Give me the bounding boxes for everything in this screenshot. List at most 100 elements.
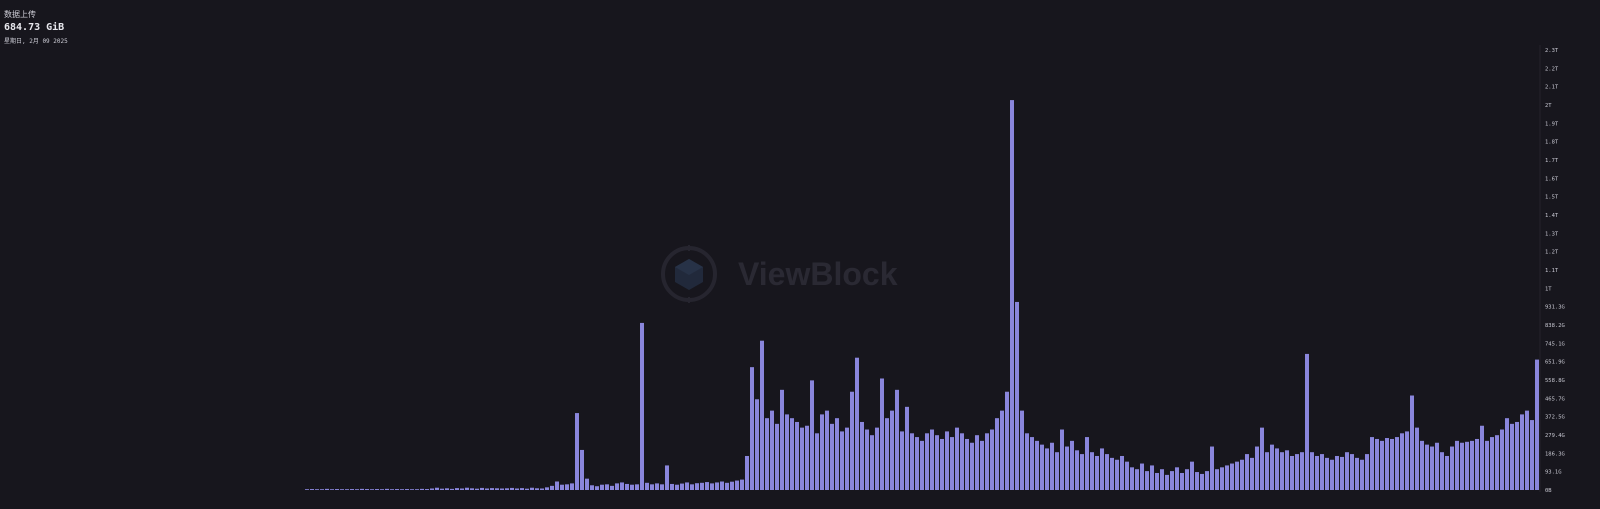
bar[interactable] (1380, 440, 1384, 490)
bar[interactable] (1120, 455, 1124, 490)
bar[interactable] (1400, 433, 1404, 490)
bar[interactable] (1145, 471, 1149, 490)
bar[interactable] (1535, 359, 1539, 490)
bar[interactable] (650, 484, 654, 490)
bar[interactable] (950, 437, 954, 490)
bar[interactable] (555, 481, 559, 490)
bar[interactable] (670, 483, 674, 490)
bar[interactable] (775, 423, 779, 490)
bar[interactable] (360, 488, 364, 490)
bar[interactable] (1240, 459, 1244, 490)
bar[interactable] (1465, 441, 1469, 490)
bar[interactable] (405, 489, 409, 490)
bar[interactable] (1040, 444, 1044, 490)
bar[interactable] (1020, 410, 1024, 490)
bar[interactable] (400, 489, 404, 490)
bar[interactable] (1385, 438, 1389, 490)
bar[interactable] (640, 322, 644, 490)
bar[interactable] (1225, 465, 1229, 490)
bar[interactable] (475, 488, 479, 490)
bar[interactable] (595, 486, 599, 490)
bar[interactable] (800, 427, 804, 490)
bar[interactable] (1340, 456, 1344, 490)
bar[interactable] (900, 431, 904, 490)
bar[interactable] (1470, 440, 1474, 490)
bar[interactable] (1305, 353, 1309, 490)
bar[interactable] (1350, 454, 1354, 490)
bar[interactable] (610, 485, 614, 490)
bar[interactable] (480, 487, 484, 490)
bar[interactable] (505, 488, 509, 490)
bar[interactable] (1360, 459, 1364, 490)
bar[interactable] (445, 488, 449, 490)
bar[interactable] (615, 483, 619, 490)
bar[interactable] (325, 488, 329, 490)
bar[interactable] (1420, 440, 1424, 490)
bar[interactable] (1045, 448, 1049, 490)
bar[interactable] (380, 489, 384, 490)
bar[interactable] (1075, 450, 1079, 490)
bar[interactable] (460, 488, 464, 490)
bar[interactable] (440, 488, 444, 490)
bar[interactable] (415, 489, 419, 490)
bar[interactable] (970, 442, 974, 490)
bar[interactable] (690, 484, 694, 490)
bar[interactable] (590, 485, 594, 490)
bar[interactable] (1475, 438, 1479, 490)
bar[interactable] (1185, 469, 1189, 490)
bar[interactable] (455, 488, 459, 490)
bar[interactable] (1280, 452, 1284, 490)
bar[interactable] (1035, 440, 1039, 490)
bar[interactable] (1005, 391, 1009, 490)
bar[interactable] (730, 481, 734, 490)
bar[interactable] (600, 484, 604, 490)
bar[interactable] (1220, 467, 1224, 490)
bar[interactable] (1050, 442, 1054, 490)
bar[interactable] (425, 489, 429, 490)
bar[interactable] (820, 414, 824, 490)
bar[interactable] (680, 483, 684, 490)
bar[interactable] (695, 483, 699, 490)
bar[interactable] (810, 380, 814, 490)
bar[interactable] (1195, 472, 1199, 490)
bar[interactable] (790, 418, 794, 490)
bar[interactable] (980, 440, 984, 490)
bar[interactable] (585, 478, 589, 490)
bar[interactable] (1130, 467, 1134, 490)
bar[interactable] (780, 389, 784, 490)
bar[interactable] (1090, 452, 1094, 490)
bar[interactable] (710, 483, 714, 490)
bar[interactable] (705, 482, 709, 490)
bar[interactable] (1170, 471, 1174, 490)
bar[interactable] (420, 488, 424, 490)
bar[interactable] (1025, 433, 1029, 490)
bar[interactable] (575, 413, 579, 490)
bar[interactable] (1010, 100, 1014, 490)
bar[interactable] (1510, 423, 1514, 490)
bar[interactable] (1250, 457, 1254, 490)
bar[interactable] (1000, 410, 1004, 490)
bar[interactable] (1330, 459, 1334, 490)
bar[interactable] (1480, 425, 1484, 490)
bar[interactable] (940, 438, 944, 490)
bar[interactable] (1105, 454, 1109, 490)
bar[interactable] (930, 429, 934, 490)
bar[interactable] (920, 440, 924, 490)
bar[interactable] (1190, 461, 1194, 490)
bar[interactable] (1375, 438, 1379, 490)
bar[interactable] (345, 489, 349, 490)
bar[interactable] (1060, 429, 1064, 490)
bar[interactable] (1245, 454, 1249, 490)
bar[interactable] (755, 399, 759, 490)
bar[interactable] (715, 482, 719, 490)
bar[interactable] (765, 418, 769, 490)
bar[interactable] (1085, 437, 1089, 490)
bar[interactable] (795, 421, 799, 490)
bar[interactable] (570, 483, 574, 490)
bar[interactable] (515, 488, 519, 490)
bar[interactable] (720, 481, 724, 490)
bar[interactable] (785, 414, 789, 490)
bar[interactable] (350, 489, 354, 490)
bar[interactable] (885, 418, 889, 490)
bar[interactable] (1300, 452, 1304, 490)
